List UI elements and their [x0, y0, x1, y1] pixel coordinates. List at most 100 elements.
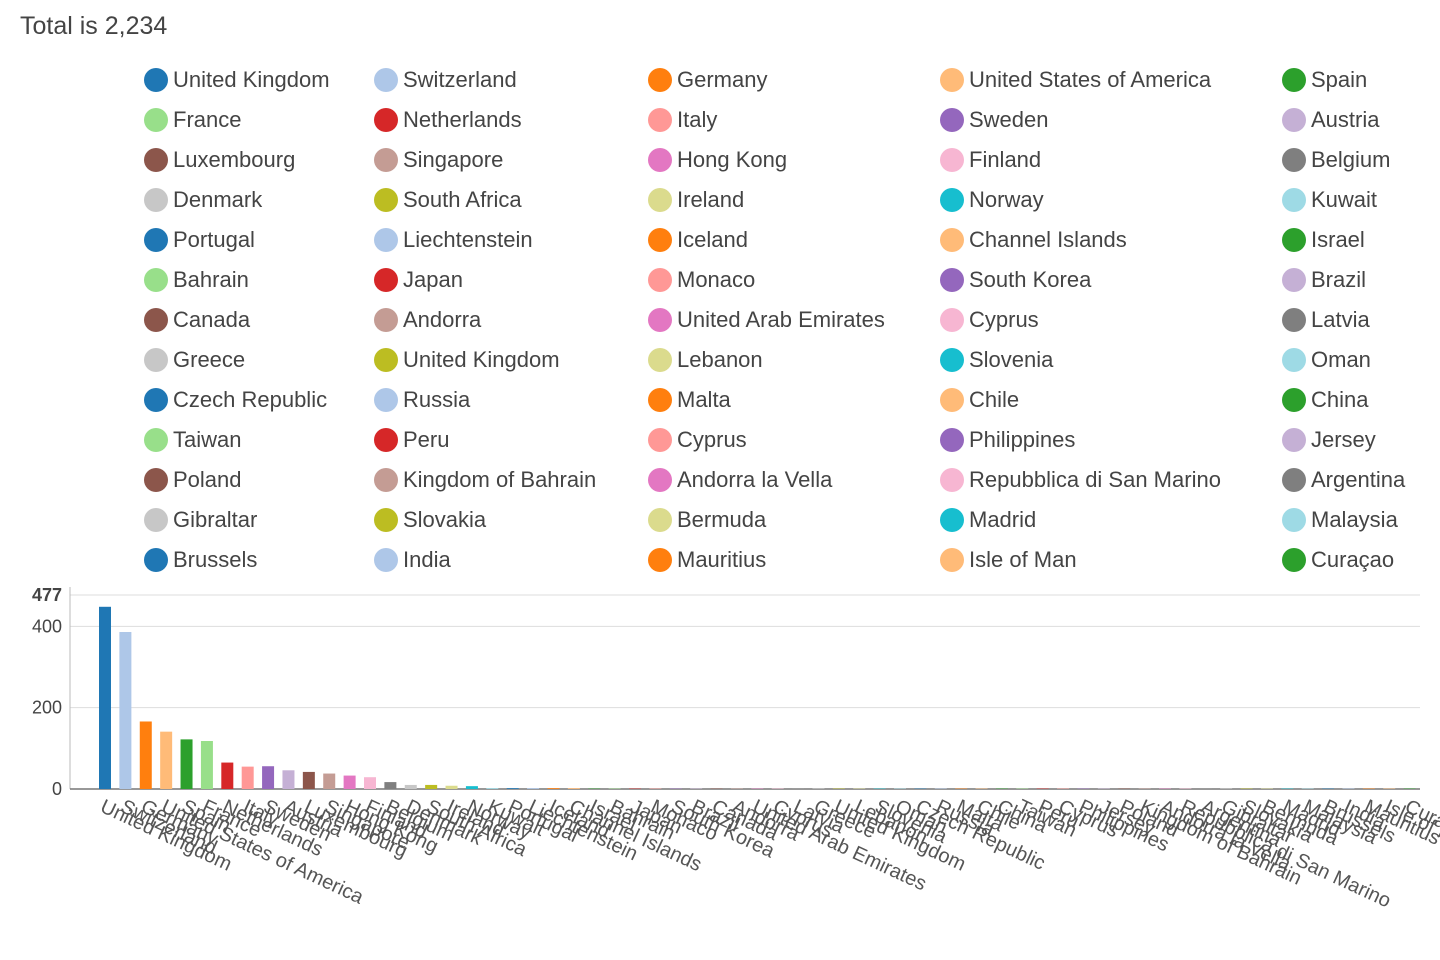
legend-item[interactable]: South Africa	[374, 180, 522, 220]
legend-item[interactable]: Isle of Man	[940, 540, 1077, 580]
legend-item[interactable]: Poland	[144, 460, 242, 500]
legend-item[interactable]: Russia	[374, 380, 470, 420]
legend-item[interactable]: Israel	[1282, 220, 1365, 260]
legend-swatch	[648, 228, 672, 252]
bar[interactable]	[445, 785, 458, 789]
legend-item[interactable]: United Kingdom	[374, 340, 560, 380]
bar[interactable]	[221, 762, 234, 789]
legend-swatch	[940, 308, 964, 332]
legend-label: Russia	[403, 387, 471, 412]
legend-item[interactable]: Bermuda	[648, 500, 766, 540]
bar[interactable]	[302, 771, 315, 789]
legend-item[interactable]: Slovenia	[940, 340, 1053, 380]
legend-item[interactable]: Brazil	[1282, 260, 1366, 300]
legend-item[interactable]: Lebanon	[648, 340, 763, 380]
legend-item[interactable]: India	[374, 540, 451, 580]
legend-swatch	[648, 548, 672, 572]
legend-item[interactable]: Andorra la Vella	[648, 460, 832, 500]
bar[interactable]	[486, 788, 499, 789]
bar[interactable]	[160, 731, 173, 789]
legend-item[interactable]: Jersey	[1282, 420, 1376, 460]
legend-item[interactable]: Monaco	[648, 260, 755, 300]
legend-item[interactable]: Kingdom of Bahrain	[374, 460, 596, 500]
legend-item[interactable]: China	[1282, 380, 1368, 420]
legend-item[interactable]: Denmark	[144, 180, 262, 220]
legend-label: South Korea	[969, 267, 1092, 292]
bar[interactable]	[241, 766, 254, 789]
bar[interactable]	[465, 786, 478, 789]
legend-item[interactable]: Philippines	[940, 420, 1075, 460]
legend-item[interactable]: Belgium	[1282, 140, 1390, 180]
legend-item[interactable]: Latvia	[1282, 300, 1370, 340]
legend-item[interactable]: Greece	[144, 340, 245, 380]
legend-item[interactable]: Brussels	[144, 540, 257, 580]
bar[interactable]	[200, 741, 213, 789]
bar[interactable]	[119, 632, 132, 789]
bar[interactable]	[99, 606, 111, 789]
bar[interactable]	[180, 739, 193, 789]
legend-item[interactable]: Luxembourg	[144, 140, 295, 180]
legend-item[interactable]: Germany	[648, 60, 767, 100]
bar[interactable]	[343, 775, 356, 789]
legend-item[interactable]: France	[144, 100, 241, 140]
legend-item[interactable]: Madrid	[940, 500, 1036, 540]
legend-item[interactable]: Malta	[648, 380, 731, 420]
legend-item[interactable]: Japan	[374, 260, 463, 300]
bar[interactable]	[364, 777, 376, 789]
bar[interactable]	[323, 773, 336, 789]
legend-item[interactable]: Liechtenstein	[374, 220, 533, 260]
bar[interactable]	[404, 784, 417, 789]
legend-item[interactable]: Canada	[144, 300, 250, 340]
legend-item[interactable]: Hong Kong	[648, 140, 787, 180]
legend-item[interactable]: Czech Republic	[144, 380, 327, 420]
legend-swatch	[1282, 308, 1306, 332]
legend-item[interactable]: United States of America	[940, 60, 1211, 100]
legend-item[interactable]: Sweden	[940, 100, 1049, 140]
legend-item[interactable]: Portugal	[144, 220, 255, 260]
legend-item[interactable]: Malaysia	[1282, 500, 1398, 540]
legend-item[interactable]: Norway	[940, 180, 1044, 220]
legend-swatch	[1282, 148, 1306, 172]
legend-item[interactable]: United Arab Emirates	[648, 300, 885, 340]
legend-item[interactable]: Chile	[940, 380, 1019, 420]
legend-label: Ireland	[677, 187, 745, 212]
legend-item[interactable]: Iceland	[648, 220, 748, 260]
legend-item[interactable]: Taiwan	[144, 420, 241, 460]
legend-item[interactable]: Gibraltar	[144, 500, 257, 540]
legend-swatch	[374, 468, 398, 492]
legend-item[interactable]: Cyprus	[648, 420, 747, 460]
legend-item[interactable]: Slovakia	[374, 500, 486, 540]
bar[interactable]	[506, 788, 519, 789]
legend-label: Oman	[1311, 347, 1371, 372]
legend-item[interactable]: Finland	[940, 140, 1041, 180]
legend-item[interactable]: Cyprus	[940, 300, 1039, 340]
bar[interactable]	[262, 766, 275, 789]
legend-item[interactable]: Argentina	[1282, 460, 1405, 500]
legend-item[interactable]: Mauritius	[648, 540, 766, 580]
legend-item[interactable]: Ireland	[648, 180, 744, 220]
legend-item[interactable]: Austria	[1282, 100, 1379, 140]
bar[interactable]	[139, 721, 152, 789]
legend-item[interactable]: Channel Islands	[940, 220, 1127, 260]
legend-item[interactable]: Curaçao	[1282, 540, 1394, 580]
legend-swatch	[648, 268, 672, 292]
legend-item[interactable]: South Korea	[940, 260, 1091, 300]
legend-item[interactable]: Andorra	[374, 300, 481, 340]
bar[interactable]	[567, 788, 580, 789]
legend-item[interactable]: Kuwait	[1282, 180, 1377, 220]
legend-item[interactable]: Switzerland	[374, 60, 517, 100]
legend-item[interactable]: Peru	[374, 420, 449, 460]
bar[interactable]	[384, 782, 397, 789]
legend-item[interactable]: Singapore	[374, 140, 503, 180]
legend-item[interactable]: Italy	[648, 100, 717, 140]
legend-item[interactable]: Spain	[1282, 60, 1367, 100]
bar[interactable]	[282, 770, 295, 789]
legend-item[interactable]: United Kingdom	[144, 60, 330, 100]
legend-item[interactable]: Oman	[1282, 340, 1371, 380]
legend-item[interactable]: Netherlands	[374, 100, 522, 140]
legend-item[interactable]: Bahrain	[144, 260, 249, 300]
bar[interactable]	[527, 788, 540, 789]
legend-item[interactable]: Repubblica di San Marino	[940, 460, 1221, 500]
bar[interactable]	[547, 788, 560, 789]
bar[interactable]	[425, 784, 438, 789]
